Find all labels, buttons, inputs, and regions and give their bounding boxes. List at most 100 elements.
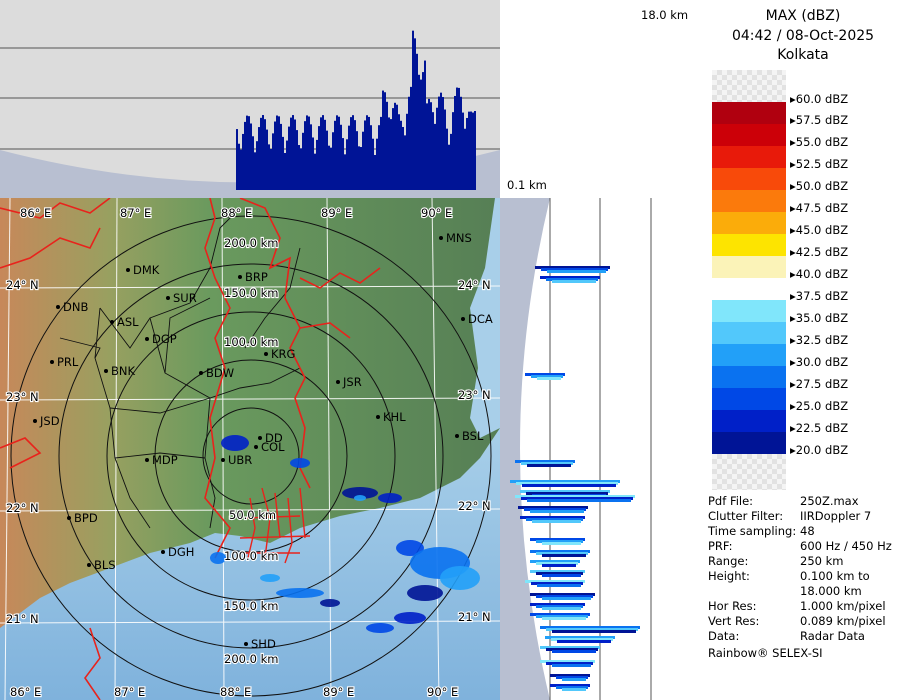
lon-label-86e-bottom: 86° E [10, 685, 41, 699]
echo-band [550, 674, 590, 677]
city-dgp: DGP [145, 332, 177, 346]
meridian-87e [114, 198, 118, 700]
ring-label-150-south: 150.0 km [224, 599, 278, 613]
svg-text:MNS: MNS [446, 231, 472, 245]
echo-band [550, 684, 590, 687]
echo-column [236, 129, 238, 190]
city-bsl: BSL [455, 429, 484, 443]
echo-band [530, 560, 580, 563]
echo-band [531, 582, 583, 585]
legend-label: ▸55.0 dBZ [790, 135, 849, 149]
lon-label-87e: 87° E [120, 206, 151, 220]
city-bnk: BNK [104, 364, 135, 378]
echo-column [350, 117, 352, 190]
echo-column [390, 119, 392, 190]
echo-column [454, 95, 456, 190]
echo-column [372, 138, 374, 190]
echo-band [510, 480, 620, 483]
echo-column [268, 144, 270, 190]
echo-column [392, 108, 394, 190]
echo-column [300, 148, 302, 190]
echo-band [537, 584, 581, 587]
ring-label-200-north: 200.0 km [224, 236, 278, 250]
echo-band [556, 686, 588, 689]
echo-column [464, 128, 466, 190]
echo-column [308, 116, 310, 190]
range-ring-100 [154, 359, 348, 553]
state-borders [0, 198, 381, 700]
echo-column [470, 111, 472, 190]
echo-column [312, 137, 314, 190]
side-section-echoes [510, 266, 640, 691]
city-bpd: BPD [67, 511, 98, 525]
info-panel: MAX (dBZ) 04:42 / 08-Oct-2025 Kolkata ▸6… [700, 0, 906, 700]
echo-band [547, 270, 606, 273]
echo-band [515, 460, 575, 463]
echo-column [306, 115, 308, 190]
svg-text:ASL: ASL [117, 315, 139, 329]
echo-band [530, 603, 585, 606]
echo-band [540, 276, 600, 279]
lon-label-87e-bottom: 87° E [114, 685, 145, 699]
echo-band [530, 613, 590, 616]
city-dmk: DMK [126, 263, 160, 277]
echo-band [536, 540, 583, 543]
meta-key-height: Height: [708, 569, 750, 583]
product-datetime: 04:42 / 08-Oct-2025 [731, 28, 875, 44]
echo-band [530, 510, 584, 513]
city-bls: BLS [87, 558, 116, 572]
legend-label: ▸42.5 dBZ [790, 245, 849, 259]
echo-band [562, 688, 586, 691]
meta-value-clutter: IIRDoppler 7 [800, 509, 872, 523]
city-mdp: MDP [145, 453, 178, 467]
echo-band [527, 499, 631, 502]
echo-band [530, 593, 595, 596]
meridian-88e [221, 198, 225, 700]
echo-band [536, 595, 593, 598]
echo-band [542, 564, 576, 567]
product-metadata: Pdf File: 250Z.max Clutter Filter: IIRDo… [700, 494, 906, 669]
echo-column [298, 145, 300, 190]
echo-column [256, 141, 258, 190]
echo-column [314, 153, 316, 190]
echo-column [316, 139, 318, 190]
echo-column [254, 152, 256, 190]
echo-band [536, 552, 588, 555]
lon-label-89e-bottom: 89° E [323, 685, 354, 699]
echo-column [270, 148, 272, 190]
svg-text:DCA: DCA [468, 312, 493, 326]
legend-label: ▸45.0 dBZ [790, 223, 849, 237]
echo-band [556, 676, 588, 679]
echo-column [462, 112, 464, 190]
echo-cell [366, 623, 394, 633]
echo-cell [342, 487, 378, 499]
echo-band [536, 572, 583, 575]
legend-empty-swatch [712, 70, 786, 102]
echo-column [282, 136, 284, 190]
echo-band [542, 554, 586, 557]
city-krg: KRG [264, 347, 295, 361]
meta-value-hor-res: 1.000 km/pixel [800, 599, 886, 613]
parallel-23n [0, 397, 500, 401]
legend-label: ▸35.0 dBZ [790, 311, 849, 325]
echo-column [442, 97, 444, 190]
echo-column [452, 112, 454, 190]
city-dca: DCA [461, 312, 493, 326]
echo-column [290, 117, 292, 190]
echo-column [358, 146, 360, 190]
echo-column [460, 96, 462, 190]
echo-band [536, 605, 583, 608]
legend-swatch [712, 168, 786, 190]
echo-column [322, 115, 324, 190]
legend-label: ▸50.0 dBZ [790, 179, 849, 193]
svg-text:BPD: BPD [74, 511, 98, 525]
legend-label: ▸47.5 dBZ [790, 201, 849, 215]
city-dgh: DGH [161, 545, 194, 559]
echo-column [240, 149, 242, 190]
echo-cell [221, 435, 249, 451]
echo-cell [276, 588, 324, 598]
earth-curvature-shade [500, 198, 550, 700]
svg-text:DD: DD [265, 431, 283, 445]
echo-column [302, 132, 304, 190]
legend-swatch [712, 366, 786, 388]
